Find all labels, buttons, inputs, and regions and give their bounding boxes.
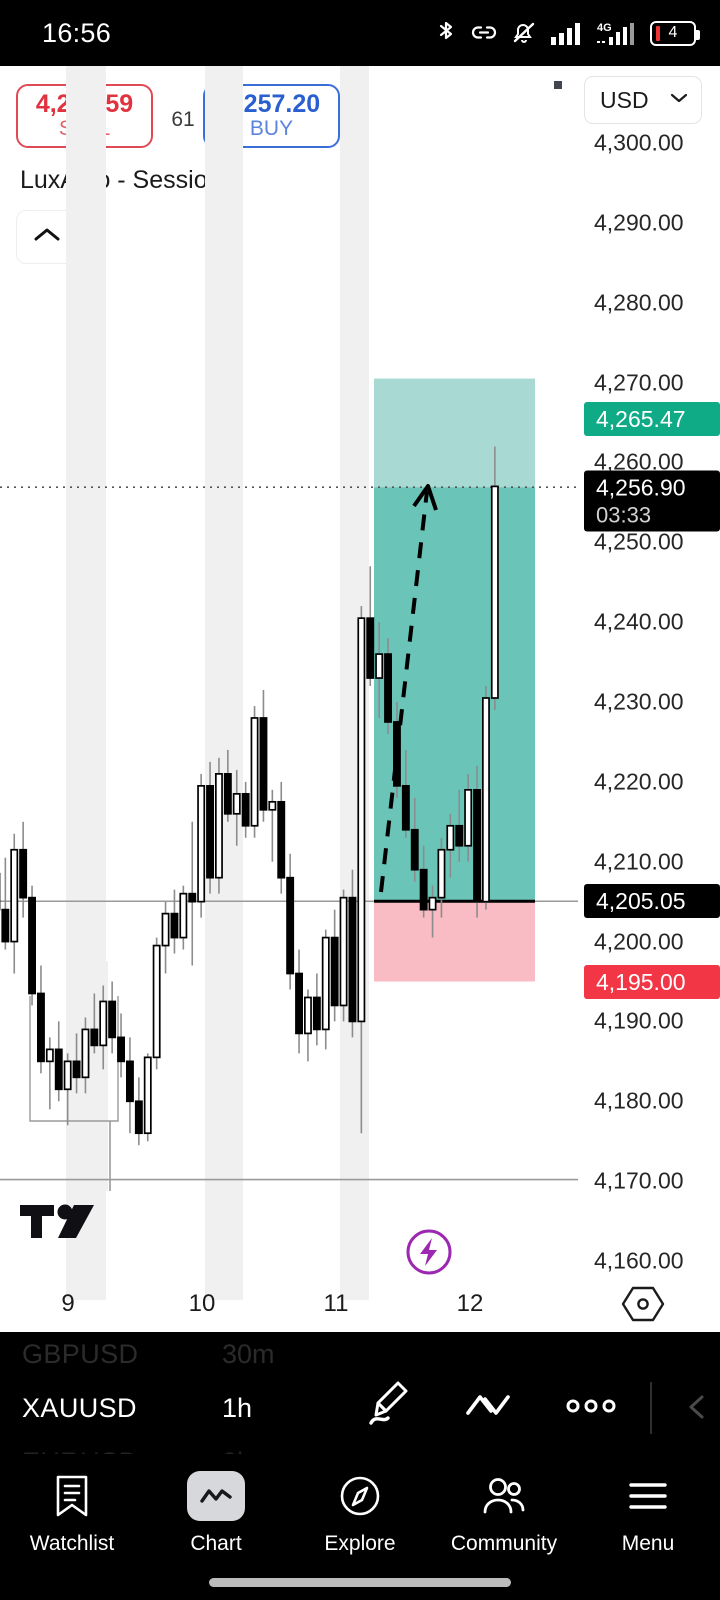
nav-label: Menu: [621, 1531, 675, 1555]
stop-badge[interactable]: 4,195.00: [584, 964, 720, 999]
time-tick: 11: [323, 1290, 349, 1317]
bell-muted-icon: [511, 19, 537, 47]
price-tick: 4,270.00: [594, 369, 684, 396]
network-4g-icon: 4G: [597, 20, 637, 47]
time-tick: 9: [61, 1290, 75, 1317]
price-chart[interactable]: [0, 66, 578, 1300]
badge-value: 4,256.90: [596, 474, 686, 501]
status-bar-clock: 16:56: [42, 17, 112, 48]
people-icon: [475, 1471, 533, 1521]
interval-next: 2h: [222, 1447, 252, 1455]
interval-previous: 30m: [222, 1338, 275, 1369]
target-badge[interactable]: 4,265.47: [584, 401, 720, 436]
badge-value: 4,205.05: [596, 888, 686, 915]
symbol-row-previous[interactable]: GBPUSD 30m: [0, 1332, 720, 1382]
nav-item-explore[interactable]: Explore: [288, 1454, 432, 1572]
nav-label: Watchlist: [29, 1531, 115, 1555]
status-dot-icon: [554, 81, 562, 89]
currency-select-value: USD: [600, 86, 649, 113]
entry-badge[interactable]: 4,205.05: [584, 884, 720, 919]
price-tick: 4,180.00: [594, 1087, 684, 1114]
nav-item-community[interactable]: Community: [432, 1454, 576, 1572]
chevron-up-icon: [32, 225, 62, 250]
tradingview-logo-icon: [20, 1203, 98, 1254]
symbol-row-current[interactable]: XAUUSD 1h: [0, 1380, 720, 1436]
price-tick: 4,300.00: [594, 129, 684, 156]
last-price-badge[interactable]: 4,256.90 03:33: [584, 470, 720, 532]
compass-icon: [331, 1471, 389, 1521]
price-tick: 4,160.00: [594, 1247, 684, 1274]
candlestick-plot: [0, 66, 578, 1300]
chart-settings-hexagon-icon[interactable]: [620, 1282, 666, 1331]
collapse-left-arrow-icon[interactable]: [682, 1392, 712, 1427]
nav-label: Explore: [324, 1531, 396, 1555]
time-tick: 12: [456, 1290, 484, 1317]
symbol-timeframe-strip[interactable]: GBPUSD 30m XAUUSD 1h EURUSD 2h: [0, 1332, 720, 1454]
lightning-icon[interactable]: [405, 1228, 453, 1281]
symbol-current: XAUUSD: [22, 1392, 137, 1423]
symbol-next: EURUSD: [22, 1447, 138, 1455]
hamburger-icon: [619, 1471, 677, 1521]
badge-value: 4,265.47: [596, 405, 686, 432]
watchlist-icon: [43, 1471, 101, 1521]
buy-label: BUY: [249, 117, 294, 140]
status-bar: 16:56 4G 4: [0, 0, 720, 66]
more-options-icon[interactable]: [565, 1396, 617, 1421]
nav-item-menu[interactable]: Menu: [576, 1454, 720, 1572]
symbol-row-next[interactable]: EURUSD 2h: [0, 1434, 720, 1455]
nav-item-chart[interactable]: Chart: [144, 1454, 288, 1572]
status-bar-icons: 4G 4: [435, 0, 700, 66]
indicator-title: LuxAlgo - Sessions: [20, 166, 235, 194]
battery-level-label: 4: [668, 24, 678, 41]
nav-label: Chart: [190, 1531, 242, 1555]
price-tick: 4,200.00: [594, 928, 684, 955]
indicators-icon[interactable]: [465, 1385, 513, 1432]
price-tick: 4,170.00: [594, 1167, 684, 1194]
price-tick: 4,190.00: [594, 1007, 684, 1034]
nav-label: Community: [450, 1531, 558, 1555]
price-tick: 4,260.00: [594, 448, 684, 475]
nav-item-watchlist[interactable]: Watchlist: [0, 1454, 144, 1572]
svg-text:4G: 4G: [597, 22, 612, 34]
price-tick: 4,280.00: [594, 289, 684, 316]
strip-tools: [365, 1380, 617, 1436]
link-icon: [470, 20, 498, 46]
interval-current: 1h: [222, 1392, 253, 1423]
home-indicator: [209, 1578, 511, 1587]
price-tick: 4,250.00: [594, 528, 684, 555]
badge-value: 4,195.00: [596, 968, 686, 995]
price-tick: 4,240.00: [594, 608, 684, 635]
bluetooth-icon: [435, 19, 457, 47]
signal-bars-icon: [550, 20, 584, 46]
currency-select[interactable]: USD: [584, 76, 702, 124]
price-tick: 4,220.00: [594, 768, 684, 795]
spread-value: 61: [171, 108, 195, 131]
pencil-draw-icon[interactable]: [365, 1379, 413, 1438]
time-tick: 10: [188, 1290, 216, 1317]
time-axis: 9 10 11 12: [0, 1282, 578, 1332]
price-tick: 4,290.00: [594, 209, 684, 236]
price-axis[interactable]: 4,160.00 4,170.00 4,180.00 4,190.00 4,200.00…: [578, 120, 720, 1300]
bottom-navigation: Watchlist Chart Explore Community Menu: [0, 1454, 720, 1600]
chevron-down-icon: [670, 91, 688, 109]
price-tick: 4,210.00: [594, 848, 684, 875]
badge-countdown: 03:33: [596, 502, 652, 528]
symbol-previous: GBPUSD: [22, 1338, 139, 1369]
price-tick: 4,230.00: [594, 688, 684, 715]
battery-icon: 4: [650, 20, 700, 46]
chart-icon: [187, 1470, 245, 1521]
strip-divider: [650, 1382, 652, 1434]
